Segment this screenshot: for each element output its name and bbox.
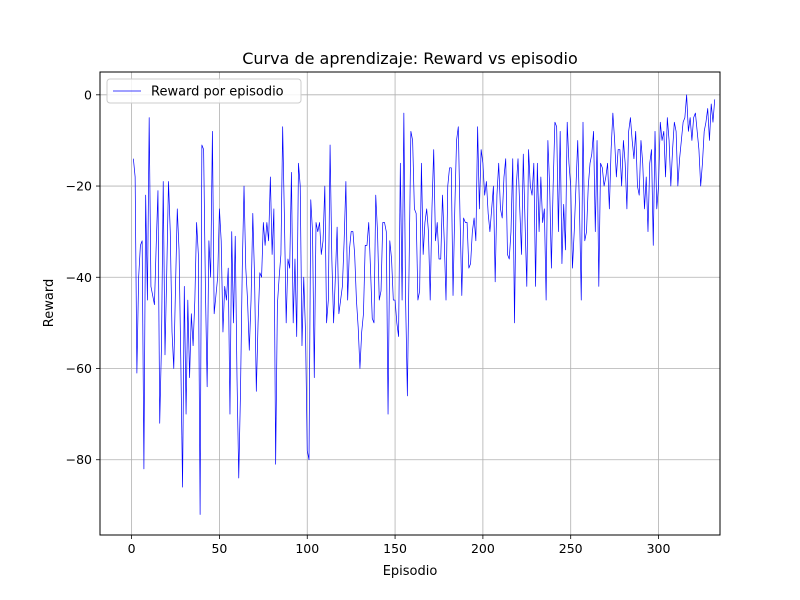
y-tick-label: 0 xyxy=(84,87,92,102)
y-tick-label: −40 xyxy=(66,270,92,285)
x-tick-label: 50 xyxy=(211,541,227,556)
plot-frame xyxy=(99,71,721,536)
x-tick-label: 0 xyxy=(128,541,136,556)
y-tick-label: −60 xyxy=(66,361,92,376)
x-tick-label: 150 xyxy=(383,541,407,556)
x-tick-label: 100 xyxy=(295,541,319,556)
legend-entry-label: Reward por episodio xyxy=(151,85,284,100)
x-tick-label: 200 xyxy=(471,541,495,556)
series-layer xyxy=(133,94,716,515)
axis-ticks: 0 50 100 150 200 250 300 0 −20 −40 −60 −80 xyxy=(66,87,671,556)
y-tick-label: −20 xyxy=(66,179,92,194)
y-axis-label: Reward xyxy=(42,279,57,327)
legend-box xyxy=(106,78,302,104)
reward-series-line xyxy=(133,94,716,515)
y-tick-label: −80 xyxy=(66,452,92,467)
chart-title: Curva de aprendizaje: Reward vs episodio xyxy=(242,49,578,68)
x-tick-label: 250 xyxy=(559,541,583,556)
x-tick-label: 300 xyxy=(647,541,671,556)
legend: Reward por episodio xyxy=(106,78,302,104)
x-axis-label: Episodio xyxy=(383,564,438,579)
